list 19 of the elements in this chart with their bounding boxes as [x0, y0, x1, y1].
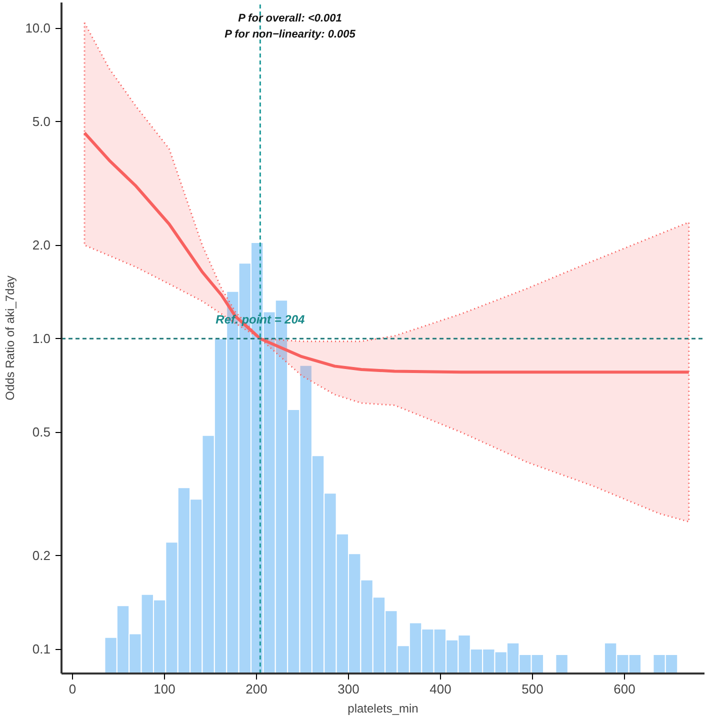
x-tick-label: 200: [246, 682, 268, 696]
annotation: P for overall: <0.001: [238, 12, 342, 24]
y-tick-label: 0.1: [32, 642, 51, 657]
line-series: [82, 131, 690, 374]
x-tick-label: 100: [154, 682, 176, 696]
x-tick-label: 500: [522, 682, 544, 696]
x-tick-label: 300: [338, 682, 360, 696]
y-tick-label: 10.0: [25, 20, 51, 36]
annotation: P for non−linearity: 0.005: [224, 28, 356, 40]
x-tick-label: 600: [614, 682, 636, 696]
y-tick-label: 2.0: [32, 238, 51, 253]
y-tick-label: 5.0: [32, 114, 51, 130]
y-tick-label: 0.2: [32, 548, 51, 564]
y-axis-title: Odds Ratio of aki_7day: [3, 276, 18, 400]
x-tick-label: 0: [68, 682, 76, 696]
x-tick-label: 400: [430, 682, 452, 696]
y-tick-label: 1.0: [32, 331, 51, 346]
x-axis-title: platelets_min: [348, 702, 418, 716]
y-tick-label: 0.5: [32, 424, 51, 440]
